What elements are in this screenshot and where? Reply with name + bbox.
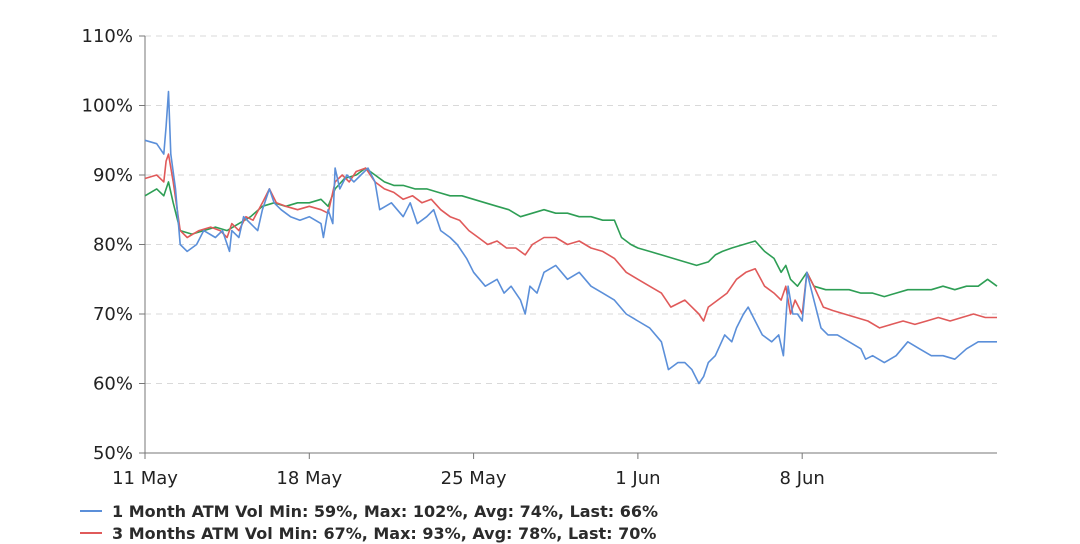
legend-series-stats: Min: 67%, Max: 93%, Avg: 78%, Last: 70% [278,523,657,543]
legend-item-1m: 1 Month ATM Vol Min: 59%, Max: 102%, Avg… [80,500,658,522]
y-tick-label: 50% [93,443,133,464]
x-tick-label: 8 Jun [780,468,825,489]
legend-item-3m: 3 Months ATM Vol Min: 67%, Max: 93%, Avg… [80,522,658,544]
x-tick-label: 25 May [441,468,507,489]
axes [139,35,997,459]
y-tick-label: 110% [82,26,133,47]
y-tick-label: 60% [93,374,133,395]
y-tick-label: 70% [93,304,133,325]
y-tick-label: 100% [82,96,133,117]
legend: 1 Month ATM Vol Min: 59%, Max: 102%, Avg… [80,500,658,544]
legend-swatch-3m [80,532,102,534]
legend-swatch-1m [80,510,102,512]
x-tick-label: 18 May [276,468,342,489]
x-tick-label: 11 May [112,468,178,489]
y-tick-label: 90% [93,165,133,186]
legend-series-stats: Min: 59%, Max: 102%, Avg: 74%, Last: 66% [269,501,658,521]
legend-series-name: 1 Month ATM Vol [112,501,264,521]
x-tick-label: 1 Jun [615,468,660,489]
series-lines [144,90,998,385]
series-line-3-months-atm-vol [144,153,997,329]
series-line-1-month-atm-vol [144,90,997,385]
tick-labels: 50% 60% 70% 80% 90% 100% 110% 11 May 18 May 25 Ma… [82,26,825,489]
grid-lines [145,35,997,384]
legend-series-name: 3 Months ATM Vol [112,523,273,543]
y-tick-label: 80% [93,235,133,256]
